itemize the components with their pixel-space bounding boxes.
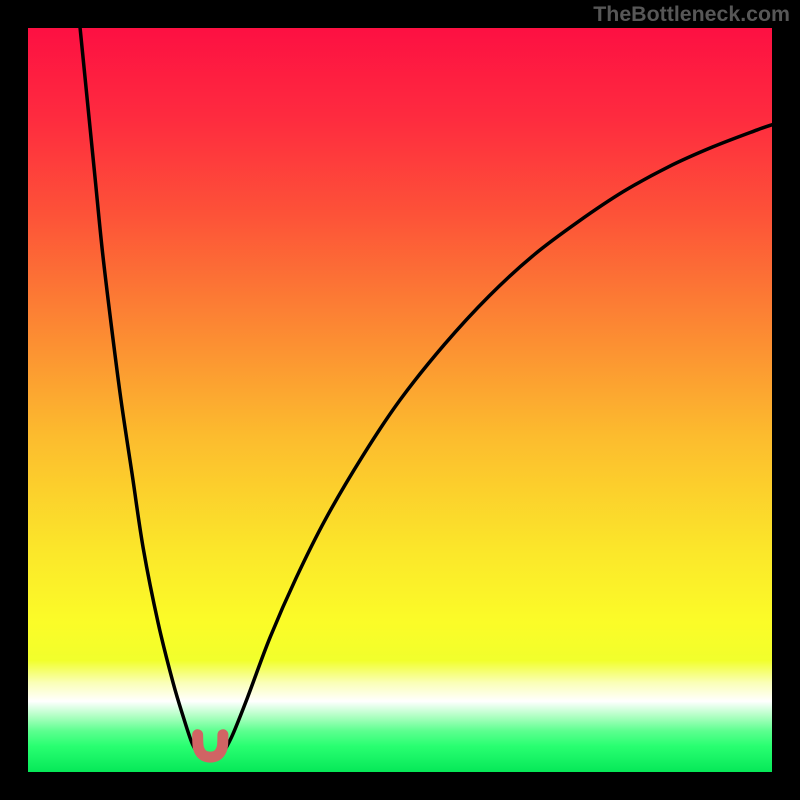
plot-area [28,28,772,772]
chart-frame: TheBottleneck.com [0,0,800,800]
plot-svg [28,28,772,772]
watermark-text: TheBottleneck.com [593,2,790,27]
